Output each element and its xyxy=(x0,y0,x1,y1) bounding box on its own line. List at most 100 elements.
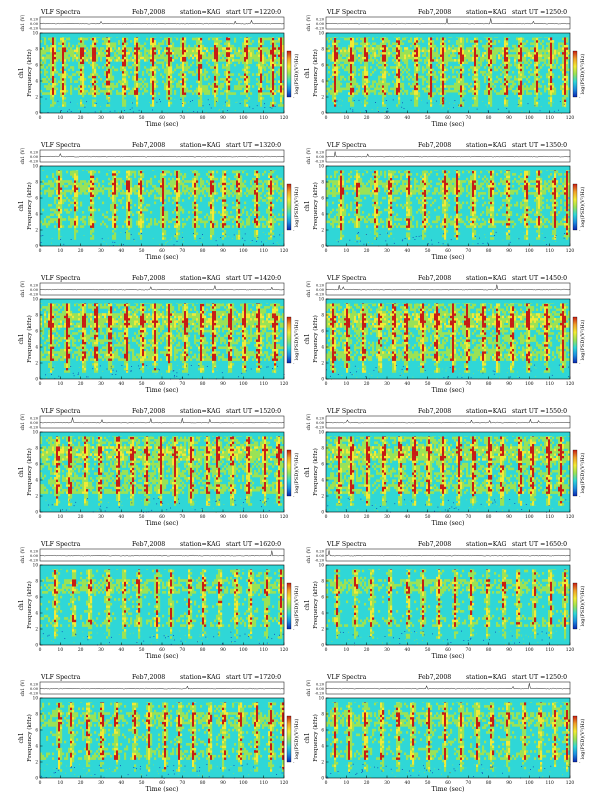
channel-label: ch1 xyxy=(18,599,25,610)
y-axis-label: Frequency (kHz) xyxy=(26,49,33,97)
y-tick-label: 10 xyxy=(319,297,325,302)
y-tick-label: 8 xyxy=(321,712,324,717)
y-tick-label: 8 xyxy=(321,313,324,318)
x-tick-label: 120 xyxy=(566,515,575,520)
y-tick-label: 4 xyxy=(321,611,324,616)
x-tick-label: 10 xyxy=(58,249,64,254)
y-tick-label: 8 xyxy=(321,180,324,185)
colorbar-label: log(PSD)(V²/Hz) xyxy=(293,187,300,228)
x-tick-label: 120 xyxy=(566,116,575,121)
x-tick-label: 40 xyxy=(119,781,125,786)
panel-title: VLF Spectra xyxy=(40,674,81,681)
x-tick-label: 40 xyxy=(405,249,411,254)
x-axis-label: Time (sec) xyxy=(432,653,465,660)
x-tick-label: 10 xyxy=(58,382,64,387)
y-tick-label: 10 xyxy=(33,430,39,435)
x-tick-label: 10 xyxy=(58,648,64,653)
x-tick-label: 30 xyxy=(98,249,104,254)
x-axis-label: Time (sec) xyxy=(146,786,179,792)
x-tick-label: 0 xyxy=(325,515,328,520)
x-tick-label: 40 xyxy=(119,648,125,653)
waveform-ylabel: ch1 (V) xyxy=(19,14,26,31)
y-tick-label: 0 xyxy=(321,643,324,648)
x-tick-label: 40 xyxy=(405,648,411,653)
x-tick-label: 110 xyxy=(545,249,554,254)
waveform-frame xyxy=(326,283,570,295)
x-tick-label: 110 xyxy=(259,781,268,786)
y-tick-label: 2 xyxy=(321,627,324,632)
y-axis-label: Frequency (kHz) xyxy=(312,182,319,230)
x-tick-label: 0 xyxy=(39,648,42,653)
x-tick-label: 70 xyxy=(466,648,472,653)
x-tick-label: 90 xyxy=(220,116,226,121)
waveform-ylabel: ch1 (V) xyxy=(305,280,312,297)
colorbar-label: log(PSD)(V²/Hz) xyxy=(579,54,586,95)
x-axis-label: Time (sec) xyxy=(146,653,179,660)
x-tick-label: 50 xyxy=(139,781,145,786)
y-tick-label: 4 xyxy=(35,611,38,616)
waveform-tick-label: 0.00 xyxy=(30,288,39,292)
x-tick-label: 80 xyxy=(486,249,492,254)
x-tick-label: 10 xyxy=(344,116,350,121)
panel-start-time: start UT =1520:0 xyxy=(226,408,281,415)
x-tick-label: 120 xyxy=(280,249,289,254)
y-tick-label: 6 xyxy=(321,63,324,68)
x-tick-label: 70 xyxy=(466,116,472,121)
y-tick-label: 0 xyxy=(35,377,38,382)
colorbar-label: log(PSD)(V²/Hz) xyxy=(293,320,300,361)
panel-title: VLF Spectra xyxy=(326,674,367,681)
channel-label: ch1 xyxy=(18,732,25,743)
colorbar xyxy=(287,450,291,496)
waveform-ylabel: ch1 (V) xyxy=(305,546,312,563)
x-axis-label: Time (sec) xyxy=(146,121,179,128)
channel-label: ch1 xyxy=(304,200,311,211)
x-tick-label: 80 xyxy=(486,781,492,786)
y-axis-label: Frequency (kHz) xyxy=(26,581,33,629)
channel-label: ch1 xyxy=(304,732,311,743)
colorbar-label: log(PSD)(V²/Hz) xyxy=(293,54,300,95)
panel-station: station=KAG xyxy=(180,408,221,415)
x-tick-label: 110 xyxy=(259,515,268,520)
y-tick-label: 4 xyxy=(321,79,324,84)
x-tick-label: 90 xyxy=(506,648,512,653)
colorbar xyxy=(573,583,577,629)
x-tick-label: 120 xyxy=(566,382,575,387)
x-tick-label: 50 xyxy=(139,116,145,121)
colorbar xyxy=(287,184,291,230)
y-tick-label: 10 xyxy=(33,696,39,701)
panel-station: station=KAG xyxy=(180,142,221,149)
colorbar-label: log(PSD)(V²/Hz) xyxy=(579,586,586,627)
panel-date: Feb7,2008 xyxy=(418,9,451,16)
x-tick-label: 90 xyxy=(506,249,512,254)
waveform-ylabel: ch1 (V) xyxy=(19,679,26,696)
x-tick-label: 20 xyxy=(78,382,84,387)
y-tick-label: 8 xyxy=(35,446,38,451)
y-tick-label: 0 xyxy=(35,244,38,249)
waveform-tick-label: 0.00 xyxy=(30,421,39,425)
x-tick-label: 90 xyxy=(220,648,226,653)
waveform-ylabel: ch1 (V) xyxy=(305,147,312,164)
x-tick-label: 100 xyxy=(525,648,534,653)
x-tick-label: 10 xyxy=(58,515,64,520)
panel-date: Feb7,2008 xyxy=(132,408,165,415)
y-tick-label: 4 xyxy=(321,212,324,217)
y-tick-label: 4 xyxy=(35,79,38,84)
x-tick-label: 70 xyxy=(466,249,472,254)
x-tick-label: 30 xyxy=(98,515,104,520)
panel-start-time: start UT =1550:0 xyxy=(512,408,567,415)
panel-start-time: start UT =1320:0 xyxy=(226,142,281,149)
waveform-tick-label: 0.00 xyxy=(30,155,39,159)
colorbar xyxy=(287,51,291,97)
x-tick-label: 70 xyxy=(180,249,186,254)
x-tick-label: 20 xyxy=(364,116,370,121)
colorbar xyxy=(573,51,577,97)
panel-date: Feb7,2008 xyxy=(418,674,451,681)
panel-title: VLF Spectra xyxy=(40,9,81,16)
y-axis-label: Frequency (kHz) xyxy=(312,315,319,363)
x-tick-label: 100 xyxy=(239,781,248,786)
spectrogram-panel: VLF Spectra Feb7,2008 station=KAG start UT … xyxy=(18,9,300,128)
colorbar-label: log(PSD)(V²/Hz) xyxy=(579,453,586,494)
y-tick-label: 2 xyxy=(321,760,324,765)
panel-title: VLF Spectra xyxy=(326,142,367,149)
y-tick-label: 6 xyxy=(35,63,38,68)
